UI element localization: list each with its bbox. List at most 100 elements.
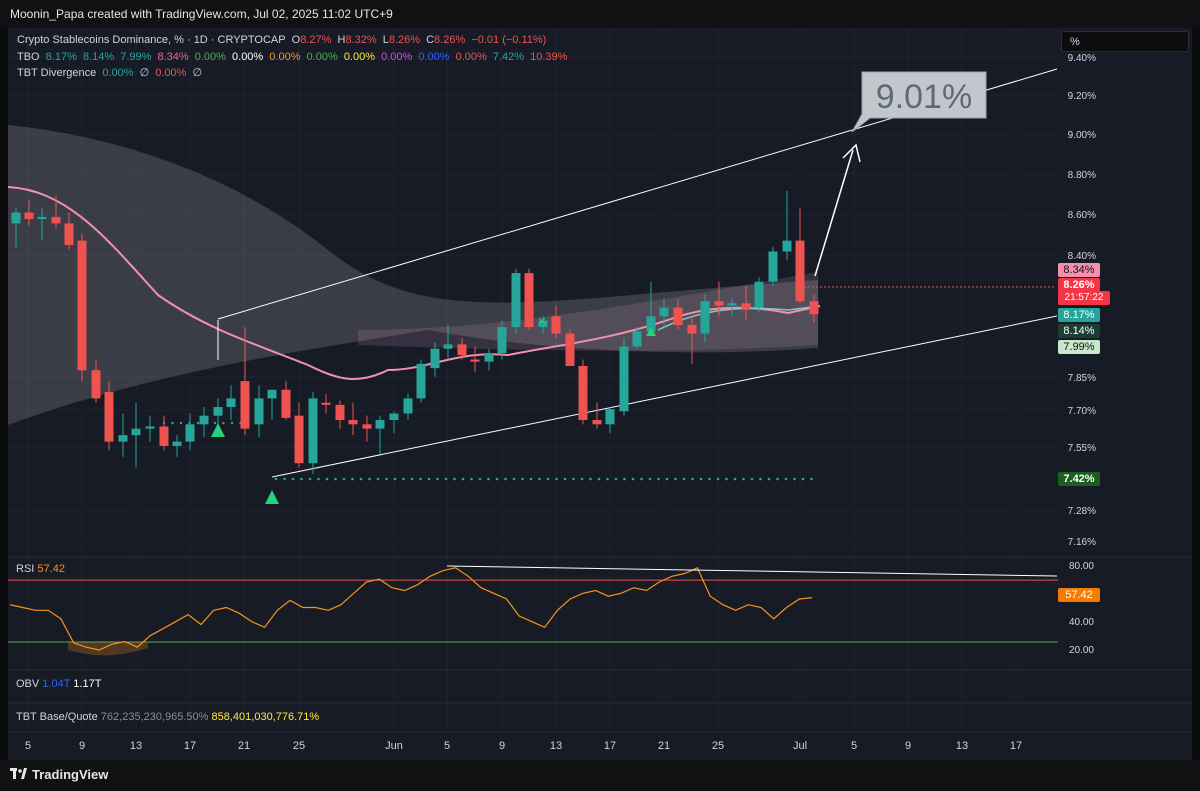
support-dot: [614, 477, 618, 481]
candle-up: [659, 307, 669, 317]
channel-lower-line: [271, 315, 1058, 478]
tbo-value-1: 8.17%: [45, 51, 77, 63]
support-dot: [368, 477, 371, 481]
close-value: 8.26%: [434, 34, 466, 46]
rsi-label: RSI: [16, 563, 35, 575]
candle-up: [700, 301, 710, 334]
tbo-value-9: 0.00%: [343, 51, 376, 63]
support-dot: [461, 477, 465, 481]
support-dot: [410, 477, 414, 481]
support-dot: [682, 477, 686, 481]
high-value: 8.32%: [345, 34, 377, 46]
support-dot: [793, 477, 796, 481]
support-dot: [487, 477, 490, 481]
support-dot: [546, 477, 550, 481]
close-label: C: [426, 34, 435, 46]
candle-up: [375, 420, 385, 429]
support-dot: [648, 477, 652, 481]
time-tick-label: 25: [293, 740, 305, 752]
symbol-title: Crypto Stablecoins Dominance, % · 1D · C…: [17, 34, 286, 46]
support-dot: [538, 477, 541, 481]
candle-down: [565, 333, 575, 366]
candle-up: [172, 441, 182, 446]
support-dot: [572, 477, 575, 481]
tbo-fast-tag: 8.17%: [1058, 308, 1100, 322]
support-dot: [801, 477, 805, 481]
candle-up: [267, 389, 277, 399]
support-dot: [300, 477, 303, 481]
support-dot: [274, 477, 278, 481]
support-tag: 7.42%: [1058, 472, 1100, 486]
tbt-bq-value-2: 858,401,030,776.71%: [211, 711, 320, 723]
candle-down: [91, 370, 101, 399]
candle-down: [592, 420, 602, 425]
price-tick-label: 8.80%: [1068, 170, 1096, 181]
candle-down: [673, 307, 683, 325]
low-label: L: [382, 34, 389, 46]
candle-down: [348, 420, 358, 425]
price-tick-label: 7.85%: [1068, 373, 1096, 384]
price-tick-label: 8.60%: [1068, 210, 1096, 221]
candle-up: [131, 428, 141, 436]
candle-up: [308, 398, 318, 464]
symbol-legend: Crypto Stablecoins Dominance, % · 1D · C…: [17, 34, 549, 46]
support-dot: [325, 477, 329, 481]
support-dot: [222, 421, 225, 425]
obv-value-1: 1.04T: [42, 678, 71, 690]
tbo-value-6: 0.00%: [232, 51, 264, 63]
time-tick-label: 21: [238, 740, 250, 752]
tbt-div-value-2: ∅: [139, 67, 150, 79]
time-tick-label: 5: [444, 740, 450, 752]
price-tick-label: 7.16%: [1068, 537, 1096, 548]
upper-band-tag: 8.34%: [1058, 263, 1100, 277]
scale-unit-selector[interactable]: %: [1061, 31, 1189, 52]
tbo-cloud: [8, 125, 818, 425]
open-label: O: [291, 34, 301, 46]
time-tick-label: 17: [604, 740, 616, 752]
footer-bar: [0, 760, 1200, 791]
candle-down: [578, 365, 588, 420]
change-value: −0.01 (−0.11%): [471, 34, 547, 46]
tbo-value-14: 10.39%: [530, 51, 568, 63]
chart-frame[interactable]: ✕ 9.01% 9.40% 9.20% 9.00% 8.80% 8.60% 8.40% 7.85…: [8, 28, 1192, 760]
support-dot: [317, 477, 320, 481]
last-price-tag: 8.26%: [1058, 278, 1100, 292]
low-value: 8.26%: [388, 34, 421, 46]
tbo-label: TBO: [17, 51, 40, 63]
candle-up: [768, 251, 778, 282]
support-dot: [495, 477, 499, 481]
candle-up: [782, 240, 792, 252]
rsi-value-tag: 57.42: [1058, 588, 1100, 602]
time-tick-label: 13: [956, 740, 968, 752]
price-tick-label: 9.00%: [1068, 130, 1096, 141]
support-dot: [521, 477, 524, 481]
rsi-tick-label: 20.00: [1069, 645, 1094, 656]
candle-up: [37, 216, 47, 220]
candle-down: [104, 391, 114, 442]
support-dot: [478, 477, 482, 481]
support-dot: [674, 477, 677, 481]
candle-up: [538, 320, 548, 328]
tbt-div-value-3: 0.00%: [155, 67, 187, 79]
support-dot: [334, 477, 337, 481]
candle-up: [443, 344, 453, 349]
price-tick-label: 8.40%: [1068, 251, 1096, 262]
candle-up: [199, 415, 209, 425]
candle-up: [430, 348, 440, 369]
support-dot: [767, 477, 771, 481]
tradingview-brand[interactable]: TradingView: [32, 767, 109, 782]
support-dot: [359, 477, 363, 481]
support-dot: [444, 477, 448, 481]
support-dot: [640, 477, 643, 481]
price-tick-label: 7.55%: [1068, 443, 1096, 454]
tbo-value-10: 0.00%: [381, 51, 413, 63]
support-dot: [725, 477, 728, 481]
candle-down: [714, 301, 724, 306]
support-dot: [716, 477, 720, 481]
support-dot: [342, 477, 346, 481]
tbt-divergence-label: TBT Divergence: [17, 67, 97, 79]
support-dot: [631, 477, 635, 481]
tbt-div-value-4: ∅: [192, 67, 203, 79]
chart-canvas[interactable]: ✕ 9.01% 9.40% 9.20% 9.00% 8.80% 8.60% 8.40% 7.85…: [8, 28, 1192, 760]
support-dot: [708, 477, 711, 481]
